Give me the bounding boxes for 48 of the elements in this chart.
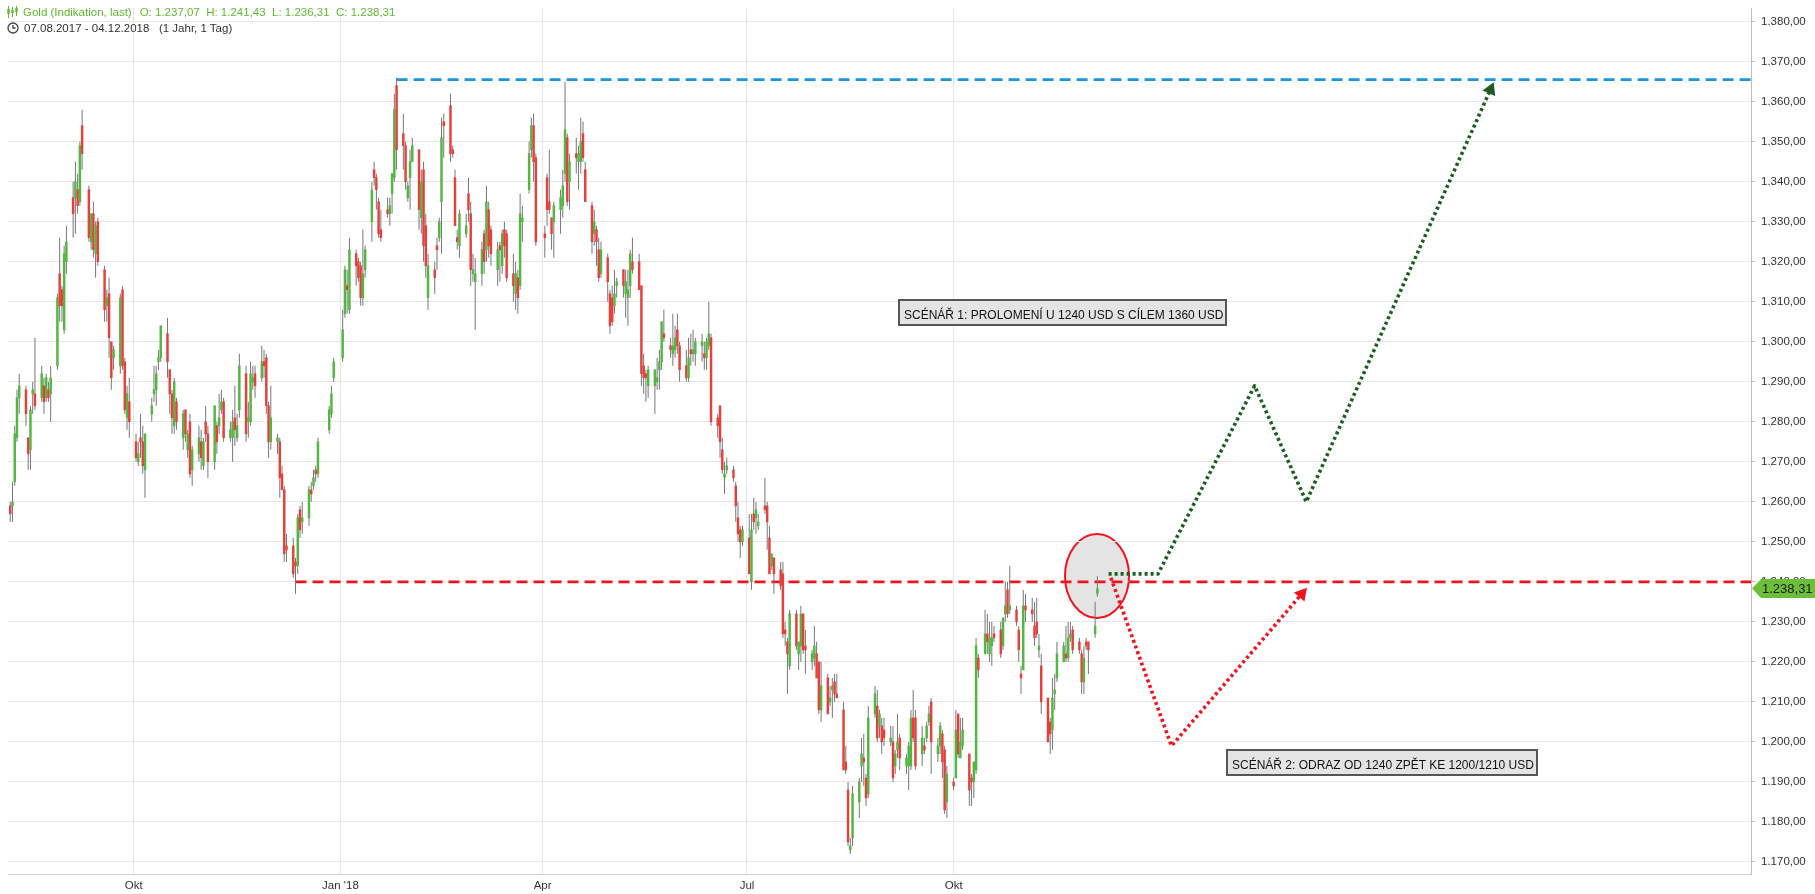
- candlestick: [543, 225, 547, 259]
- x-tick-label: Jan '18: [322, 879, 359, 892]
- x-tick-label: Jul: [739, 879, 755, 892]
- x-tick-label: Okt: [944, 879, 964, 892]
- annotation: SCÉNÁŘ 2: ODRAZ OD 1240 ZPĚT KE 1200/1210 USD: [1226, 749, 1538, 776]
- y-tick-label: 1.300,00: [1761, 334, 1806, 347]
- y-tick-label: 1.340,00: [1761, 174, 1806, 187]
- y-tick-label: 1.370,00: [1761, 54, 1806, 67]
- y-tick-label: 1.280,00: [1761, 414, 1806, 427]
- y-tick-label: 1.170,00: [1761, 855, 1806, 868]
- candlestick: [1024, 593, 1027, 623]
- chart-title: Gold (Indikation, last): [23, 5, 132, 20]
- candlestick: [959, 717, 962, 759]
- y-tick-label: 1.380,00: [1761, 14, 1806, 27]
- candlestick: [1087, 641, 1090, 675]
- candlestick: [813, 625, 816, 667]
- x-tick-label: Apr: [533, 879, 552, 892]
- text: 07.08.2017 - 04.12.2018 (1 Jahr, 1 Tag): [24, 21, 233, 36]
- candlestick: [496, 241, 499, 287]
- y-tick-label: 1.250,00: [1761, 535, 1806, 548]
- candlestick: [332, 357, 335, 383]
- y-tick-label: 1.210,00: [1761, 695, 1806, 708]
- candlestick: [662, 309, 666, 343]
- y-tick-label: 1.260,00: [1761, 495, 1806, 507]
- y-tick-label: 1.220,00: [1761, 655, 1806, 668]
- annotation: O: 1.237,07 H: 1.241,43 L: 1.236,31 C: 1.238,31: [139, 5, 396, 20]
- y-tick-label: 1.310,00: [1761, 294, 1806, 307]
- y-tick-label: 1.200,00: [1761, 735, 1806, 748]
- y-tick-label: 1.320,00: [1761, 254, 1806, 267]
- y-tick-label: 1.180,00: [1761, 815, 1806, 828]
- x-tick-label: Okt: [124, 879, 144, 892]
- annotation: SCÉNÁŘ 1: PROLOMENÍ U 1240 USD S CÍLEM 1360 USD: [898, 299, 1228, 326]
- candlestick: [977, 653, 980, 679]
- candlestick: [112, 345, 115, 371]
- y-tick-label: 1.270,00: [1761, 454, 1806, 467]
- candlestick: [186, 429, 189, 459]
- y-tick-label: 1.330,00: [1761, 214, 1806, 227]
- candlestick: [1096, 575, 1099, 598]
- candlestick: [74, 161, 77, 235]
- y-tick-label: 1.350,00: [1761, 134, 1806, 147]
- candlestick: [691, 329, 695, 363]
- y-tick-label: 1.360,00: [1761, 94, 1806, 107]
- candlestick: [1015, 605, 1018, 627]
- y-tick-label: 1.190,00: [1761, 775, 1806, 788]
- y-tick-label: 1.290,00: [1761, 374, 1806, 387]
- text: 1.238,31: [1762, 580, 1813, 597]
- candlestick: [49, 365, 52, 423]
- y-tick-label: 1.230,00: [1761, 615, 1806, 628]
